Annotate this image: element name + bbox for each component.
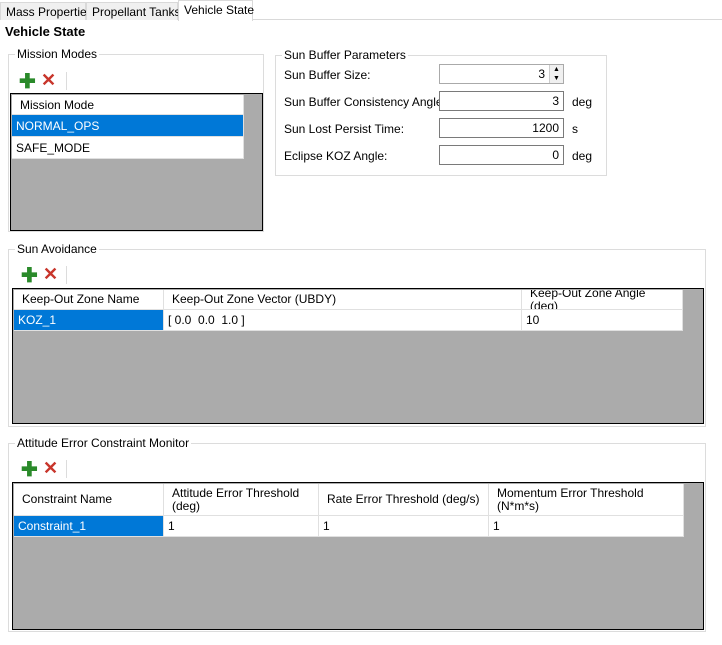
plus-icon[interactable]: ✚ xyxy=(19,71,36,93)
eclipse-koz-angle-input[interactable]: 0 xyxy=(439,145,564,165)
consistency-angle-input[interactable]: 3 xyxy=(439,91,564,111)
field-label: Sun Lost Persist Time: xyxy=(284,122,405,136)
column-header[interactable]: Keep-Out Zone Name xyxy=(14,290,164,310)
column-header[interactable]: Rate Error Threshold (deg/s) xyxy=(319,484,489,516)
list-item[interactable]: NORMAL_OPS xyxy=(12,115,244,137)
mission-modes-grid[interactable]: Mission Mode NORMAL_OPS SAFE_MODE xyxy=(10,93,263,231)
attitude-grid[interactable]: Constraint Name Attitude Error Threshold… xyxy=(12,482,704,630)
column-header[interactable]: Keep-Out Zone Vector (UBDY) xyxy=(164,290,522,310)
table-cell[interactable]: 1 xyxy=(164,516,319,537)
plus-icon[interactable]: ✚ xyxy=(21,459,38,481)
sun-buffer-group: Sun Buffer Parameters Sun Buffer Size: 3… xyxy=(275,48,607,176)
list-item[interactable]: SAFE_MODE xyxy=(12,137,244,159)
field-value: 3 xyxy=(538,67,545,81)
sun-avoidance-grid[interactable]: Keep-Out Zone Name Keep-Out Zone Vector … xyxy=(12,288,704,424)
toolbar: ✚ ✕ xyxy=(17,70,67,93)
group-legend: Sun Avoidance xyxy=(15,242,99,256)
persist-time-input[interactable]: 1200 xyxy=(439,118,564,138)
attitude-monitor-group: Attitude Error Constraint Monitor ✚ ✕ Co… xyxy=(8,436,706,632)
tab-mass-properties[interactable]: Mass Properties xyxy=(0,2,93,20)
sun-avoidance-group: Sun Avoidance ✚ ✕ Keep-Out Zone Name Kee… xyxy=(8,242,706,427)
table-cell[interactable]: 1 xyxy=(489,516,684,537)
table-cell[interactable]: [ 0.0 0.0 1.0 ] xyxy=(164,310,522,331)
table-cell[interactable]: KOZ_1 xyxy=(14,310,164,331)
x-icon[interactable]: ✕ xyxy=(41,70,57,90)
unit-label: deg xyxy=(572,149,593,163)
page-title: Vehicle State xyxy=(5,24,86,39)
toolbar: ✚ ✕ xyxy=(19,458,67,481)
group-legend: Attitude Error Constraint Monitor xyxy=(15,436,192,450)
tab-vehicle-state[interactable]: Vehicle State xyxy=(178,0,254,21)
unit-label: deg xyxy=(572,95,593,109)
sun-buffer-size-stepper[interactable]: 3 ▲ ▼ xyxy=(439,64,564,84)
tab-propellant-tanks[interactable]: Propellant Tanks xyxy=(86,2,181,20)
table-cell[interactable]: 1 xyxy=(319,516,489,537)
table-cell[interactable]: 10 xyxy=(522,310,683,331)
mission-modes-group: Mission Modes ✚ ✕ Mission Mode NORMAL_OP… xyxy=(8,47,264,232)
column-header[interactable]: Keep-Out Zone Angle (deg) xyxy=(522,290,683,310)
x-icon[interactable]: ✕ xyxy=(43,264,59,284)
field-label: Eclipse KOZ Angle: xyxy=(284,149,388,163)
column-header[interactable]: Momentum Error Threshold (N*m*s) xyxy=(489,484,684,516)
field-label: Sun Buffer Size: xyxy=(284,68,371,82)
column-header[interactable]: Mission Mode xyxy=(12,95,244,115)
plus-icon[interactable]: ✚ xyxy=(21,265,38,287)
group-legend: Sun Buffer Parameters xyxy=(282,48,408,62)
toolbar: ✚ ✕ xyxy=(19,264,67,287)
column-header[interactable]: Constraint Name xyxy=(14,484,164,516)
column-header[interactable]: Attitude Error Threshold (deg) xyxy=(164,484,319,516)
table-cell[interactable]: Constraint_1 xyxy=(14,516,164,537)
field-label: Sun Buffer Consistency Angle: xyxy=(284,95,446,109)
tab-bar: Mass Properties Propellant Tanks Vehicle… xyxy=(0,0,722,21)
spin-buttons[interactable]: ▲ ▼ xyxy=(549,65,563,83)
group-legend: Mission Modes xyxy=(15,47,100,61)
x-icon[interactable]: ✕ xyxy=(43,458,59,478)
unit-label: s xyxy=(572,122,578,136)
